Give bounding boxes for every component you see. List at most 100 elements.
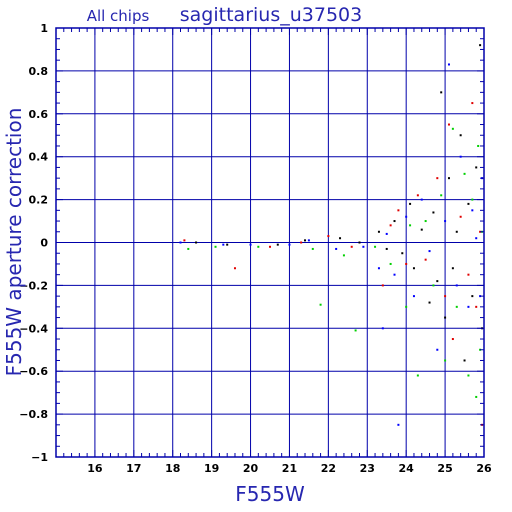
data-point-red [451, 338, 454, 341]
data-point-black [455, 230, 458, 233]
data-point-black [479, 44, 482, 47]
y-tick-label: 1 [40, 22, 48, 35]
data-point-black [393, 220, 396, 223]
data-point-black [304, 239, 307, 242]
data-point-green [477, 144, 480, 147]
data-point-black [444, 316, 447, 319]
data-point-blue [307, 239, 310, 242]
data-point-black [451, 267, 454, 270]
data-point-blue [179, 241, 182, 244]
y-tick-label: 0 [40, 237, 48, 250]
y-tick-label: −0.6 [19, 365, 48, 378]
data-point-green [409, 224, 412, 227]
x-tick-label: 18 [165, 462, 180, 475]
y-tick-label: 0.6 [29, 108, 49, 121]
data-point-red [475, 305, 478, 308]
data-point-green [475, 395, 478, 398]
data-point-green [405, 305, 408, 308]
data-point-blue [377, 267, 380, 270]
data-point-black [409, 202, 412, 205]
data-point-red [233, 267, 236, 270]
y-tick-label: 0.2 [29, 194, 49, 207]
data-points [179, 44, 484, 426]
data-point-green [432, 284, 435, 287]
data-point-blue [475, 237, 478, 240]
data-point-red [424, 258, 427, 261]
data-point-black [467, 202, 470, 205]
data-point-red [447, 123, 450, 126]
data-point-black [463, 359, 466, 362]
x-tick-label: 22 [321, 462, 336, 475]
x-tick-label: 23 [360, 462, 375, 475]
data-point-black [412, 267, 415, 270]
data-point-red [397, 209, 400, 212]
data-point-black [428, 301, 431, 304]
data-point-green [471, 198, 474, 201]
data-point-green [374, 245, 377, 248]
data-point-blue [335, 247, 338, 250]
data-point-black [377, 230, 380, 233]
data-point-blue [381, 327, 384, 330]
data-point-green [187, 247, 190, 250]
data-point-red [269, 245, 271, 248]
data-point-black [440, 91, 443, 94]
data-point-blue [471, 209, 474, 212]
data-point-red [416, 194, 419, 197]
data-point-black [436, 280, 439, 283]
data-point-green [444, 359, 447, 362]
x-tick-label: 19 [204, 462, 219, 475]
x-tick-label: 17 [126, 462, 141, 475]
data-point-green [319, 303, 322, 306]
chart-title: sagittarius_u37503 [180, 4, 362, 26]
grid [56, 27, 484, 458]
y-tick-label: −0.2 [19, 279, 48, 292]
y-tick-label: −0.8 [19, 408, 48, 421]
data-point-blue [420, 198, 423, 201]
data-point-green [342, 254, 345, 257]
axes [55, 27, 485, 458]
data-point-blue [447, 63, 450, 66]
data-point-black [226, 243, 229, 246]
data-point-blue [222, 243, 225, 246]
data-point-black [447, 177, 450, 180]
x-tick-label: 20 [243, 462, 259, 475]
data-point-black [358, 241, 361, 244]
x-tick-label: 25 [437, 462, 452, 475]
y-tick-label: 0.8 [29, 65, 49, 78]
data-point-blue [249, 243, 252, 246]
data-point-black [420, 228, 423, 231]
data-point-black [276, 243, 279, 246]
data-point-green [389, 262, 392, 265]
data-point-blue [428, 250, 431, 253]
data-point-red [381, 284, 384, 287]
data-point-green [214, 245, 217, 248]
y-tick-label: 0.4 [29, 151, 49, 164]
data-point-red [459, 215, 462, 218]
data-point-black [339, 237, 342, 240]
data-point-black [195, 241, 198, 244]
data-point-black [459, 134, 462, 137]
chips-label: All chips [87, 7, 150, 25]
data-point-green [311, 247, 314, 250]
data-point-blue [467, 305, 470, 308]
data-point-black [385, 247, 388, 250]
data-point-black [475, 166, 478, 169]
data-point-blue [288, 243, 291, 246]
data-point-red [405, 262, 408, 265]
data-point-red [389, 224, 392, 227]
data-point-blue [436, 348, 439, 351]
data-point-blue [444, 220, 447, 223]
data-point-red [471, 102, 474, 105]
data-point-blue [405, 215, 408, 218]
x-axis-label: F555W [235, 482, 305, 506]
data-point-black [432, 211, 435, 214]
data-point-green [416, 374, 419, 377]
data-point-blue [393, 273, 396, 276]
data-point-blue [455, 284, 458, 287]
data-point-green [451, 127, 454, 130]
data-point-green [257, 245, 260, 248]
data-point-red [327, 235, 330, 238]
data-point-red [350, 245, 353, 248]
data-point-green [424, 220, 427, 223]
